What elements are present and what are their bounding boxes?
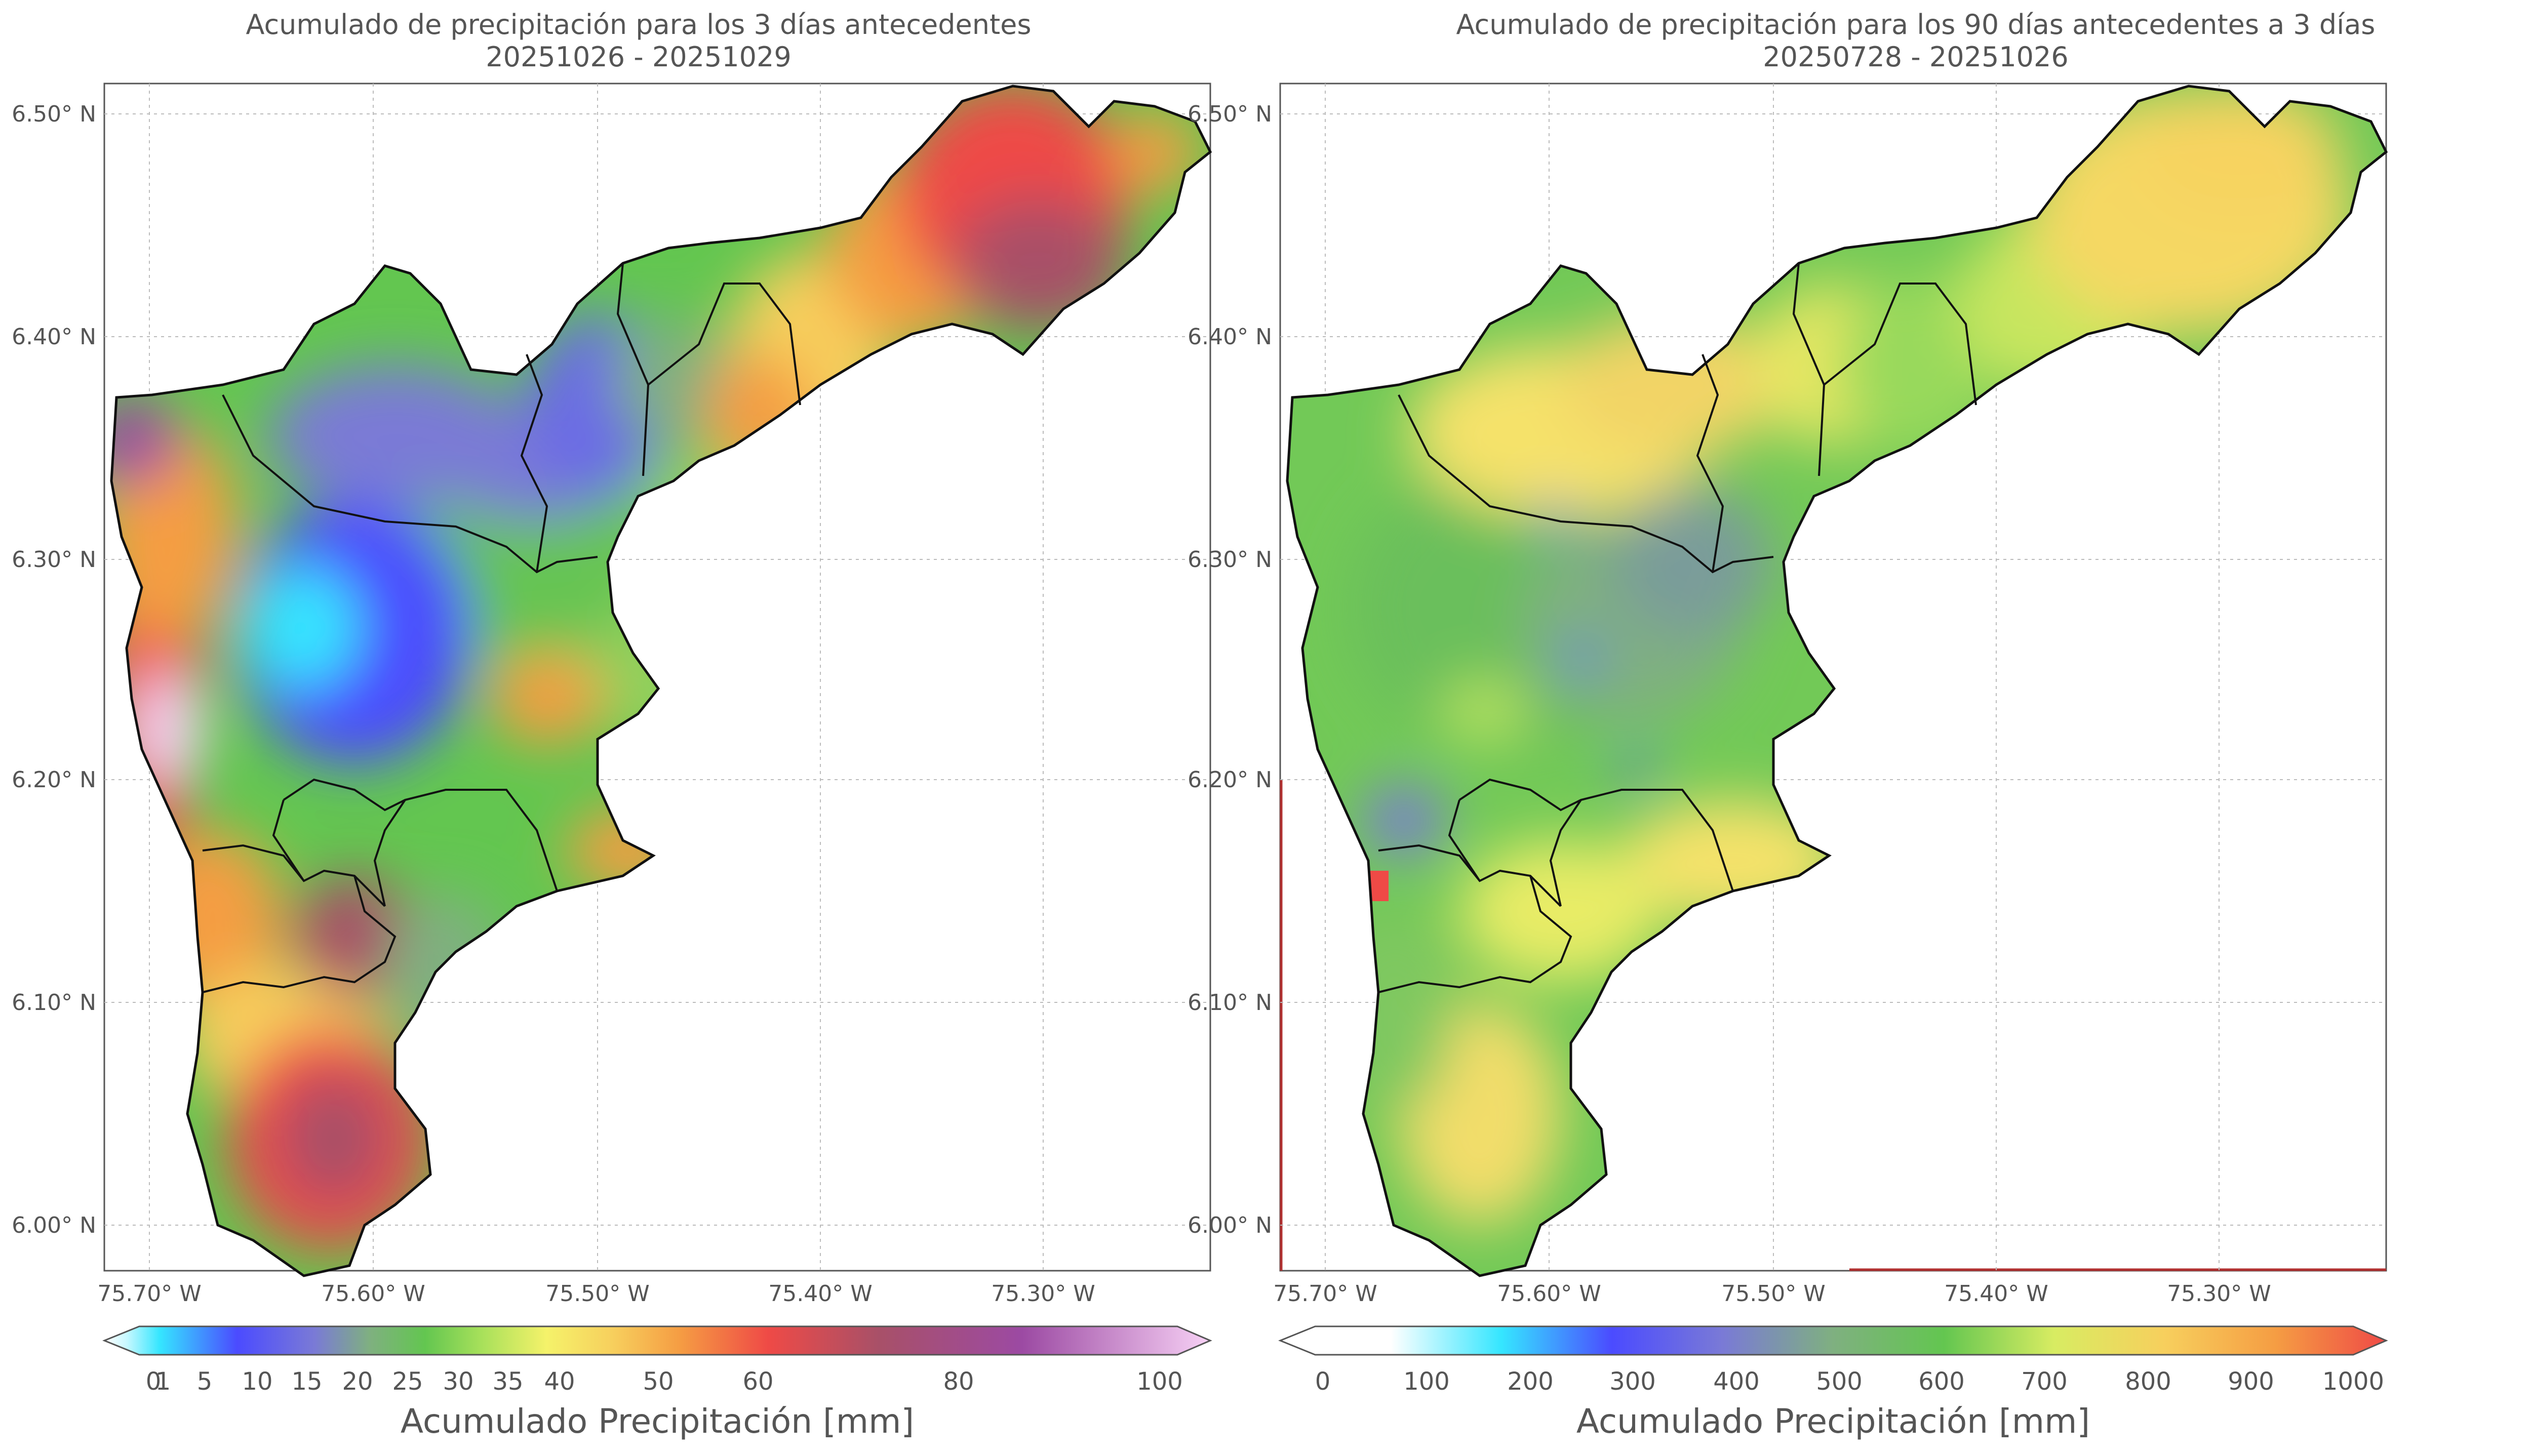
right-colorbar-label: Acumulado Precipitación [mm] [1576, 1402, 2090, 1441]
right-y-label: 6.20° N [1188, 767, 1272, 793]
left-y-label: 6.50° N [12, 101, 96, 127]
right-y-label: 6.00° N [1188, 1212, 1272, 1238]
left-colorbar-tick: 20 [342, 1367, 373, 1396]
left-colorbar-tick: 35 [492, 1367, 523, 1396]
right-x-axis-labels: 75.70° W 75.60° W 75.50° W 75.40° W 75.3… [1273, 1281, 2271, 1307]
left-y-label: 6.20° N [12, 767, 96, 793]
right-x-label: 75.40° W [1944, 1281, 2048, 1307]
right-colorbar-tick: 200 [1507, 1367, 1554, 1396]
left-colorbar-tick: 80 [943, 1367, 974, 1396]
right-colorbar-tick: 700 [2021, 1367, 2068, 1396]
right-colorbar [1278, 1325, 2388, 1356]
right-y-label: 6.40° N [1188, 324, 1272, 350]
left-x-label: 75.60° W [321, 1281, 425, 1307]
right-x-label: 75.60° W [1497, 1281, 1601, 1307]
right-colorbar-tick: 500 [1816, 1367, 1863, 1396]
left-colorbar-tick: 100 [1136, 1367, 1183, 1396]
right-colorbar-tick: 0 [1315, 1367, 1331, 1396]
right-x-label: 75.70° W [1273, 1281, 1377, 1307]
right-map-title: Acumulado de precipitación para los 90 d… [1456, 9, 2376, 41]
left-y-label: 6.40° N [12, 324, 96, 350]
right-x-label: 75.50° W [1721, 1281, 1825, 1307]
right-colorbar-tick: 400 [1713, 1367, 1760, 1396]
left-y-label: 6.00° N [12, 1212, 96, 1238]
left-colorbar-tick: 40 [544, 1367, 575, 1396]
left-colorbar-tick: 10 [242, 1367, 272, 1396]
left-colorbar-tick: 1 [155, 1367, 171, 1396]
right-colorbar-tick: 600 [1918, 1367, 1965, 1396]
right-colorbar-tick: 300 [1609, 1367, 1656, 1396]
right-colorbar-tick: 900 [2228, 1367, 2274, 1396]
right-y-label: 6.50° N [1188, 101, 1272, 127]
right-map-date-range: 20250728 - 20251026 [1763, 41, 2069, 73]
left-map-date-range: 20251026 - 20251029 [486, 41, 792, 73]
left-colorbar-tick: 15 [291, 1367, 322, 1396]
right-region-outline [1286, 85, 2388, 1277]
left-colorbar [102, 1325, 1212, 1356]
left-colorbar-tick: 5 [197, 1367, 213, 1396]
right-y-axis-labels: 6.50° N 6.40° N 6.30° N 6.20° N 6.10° N … [1188, 101, 1272, 1238]
left-x-label: 75.40° W [768, 1281, 872, 1307]
left-map-title: Acumulado de precipitación para los 3 dí… [246, 9, 1032, 41]
left-x-label: 75.50° W [545, 1281, 649, 1307]
left-region-outline [110, 85, 1212, 1277]
right-x-label: 75.30° W [2167, 1281, 2271, 1307]
left-x-label: 75.30° W [991, 1281, 1095, 1307]
left-colorbar-tick: 30 [443, 1367, 473, 1396]
left-subbasin-boundaries [202, 263, 801, 993]
left-colorbar-tick: 25 [392, 1367, 423, 1396]
right-y-label: 6.30° N [1188, 547, 1272, 573]
left-x-axis-labels: 75.70° W 75.60° W 75.50° W 75.40° W 75.3… [97, 1281, 1095, 1307]
left-x-label: 75.70° W [97, 1281, 201, 1307]
left-colorbar-tick: 0 [146, 1367, 162, 1396]
right-map-panel: Acumulado de precipitación para los 90 d… [1188, 0, 2532, 1456]
left-colorbar-tick: 50 [643, 1367, 674, 1396]
right-colorbar-tick: 100 [1403, 1367, 1450, 1396]
right-map-figure: 6.50° N 6.40° N 6.30° N 6.20° N 6.10° N … [1188, 83, 2388, 1441]
left-map-panel: Acumulado de precipitación para los 3 dí… [12, 9, 1212, 1441]
left-y-axis-labels: 6.50° N 6.40° N 6.30° N 6.20° N 6.10° N … [12, 101, 96, 1238]
right-subbasin-boundaries [1378, 263, 1977, 993]
left-map-figure: 6.50° N 6.40° N 6.30° N 6.20° N 6.10° N … [12, 83, 1212, 1441]
right-colorbar-tick: 800 [2125, 1367, 2171, 1396]
left-colorbar-tick: 60 [742, 1367, 773, 1396]
right-colorbar-tick: 1000 [2322, 1367, 2384, 1396]
left-y-label: 6.10° N [12, 990, 96, 1016]
left-colorbar-label: Acumulado Precipitación [mm] [401, 1402, 914, 1441]
left-colorbar-ticks: 0 1 5 10 15 20 25 30 35 40 50 60 80 100 [146, 1367, 1183, 1396]
right-y-label: 6.10° N [1188, 990, 1272, 1016]
right-colorbar-ticks: 0 100 200 300 400 500 600 700 800 900 10… [1315, 1367, 2384, 1396]
left-y-label: 6.30° N [12, 547, 96, 573]
